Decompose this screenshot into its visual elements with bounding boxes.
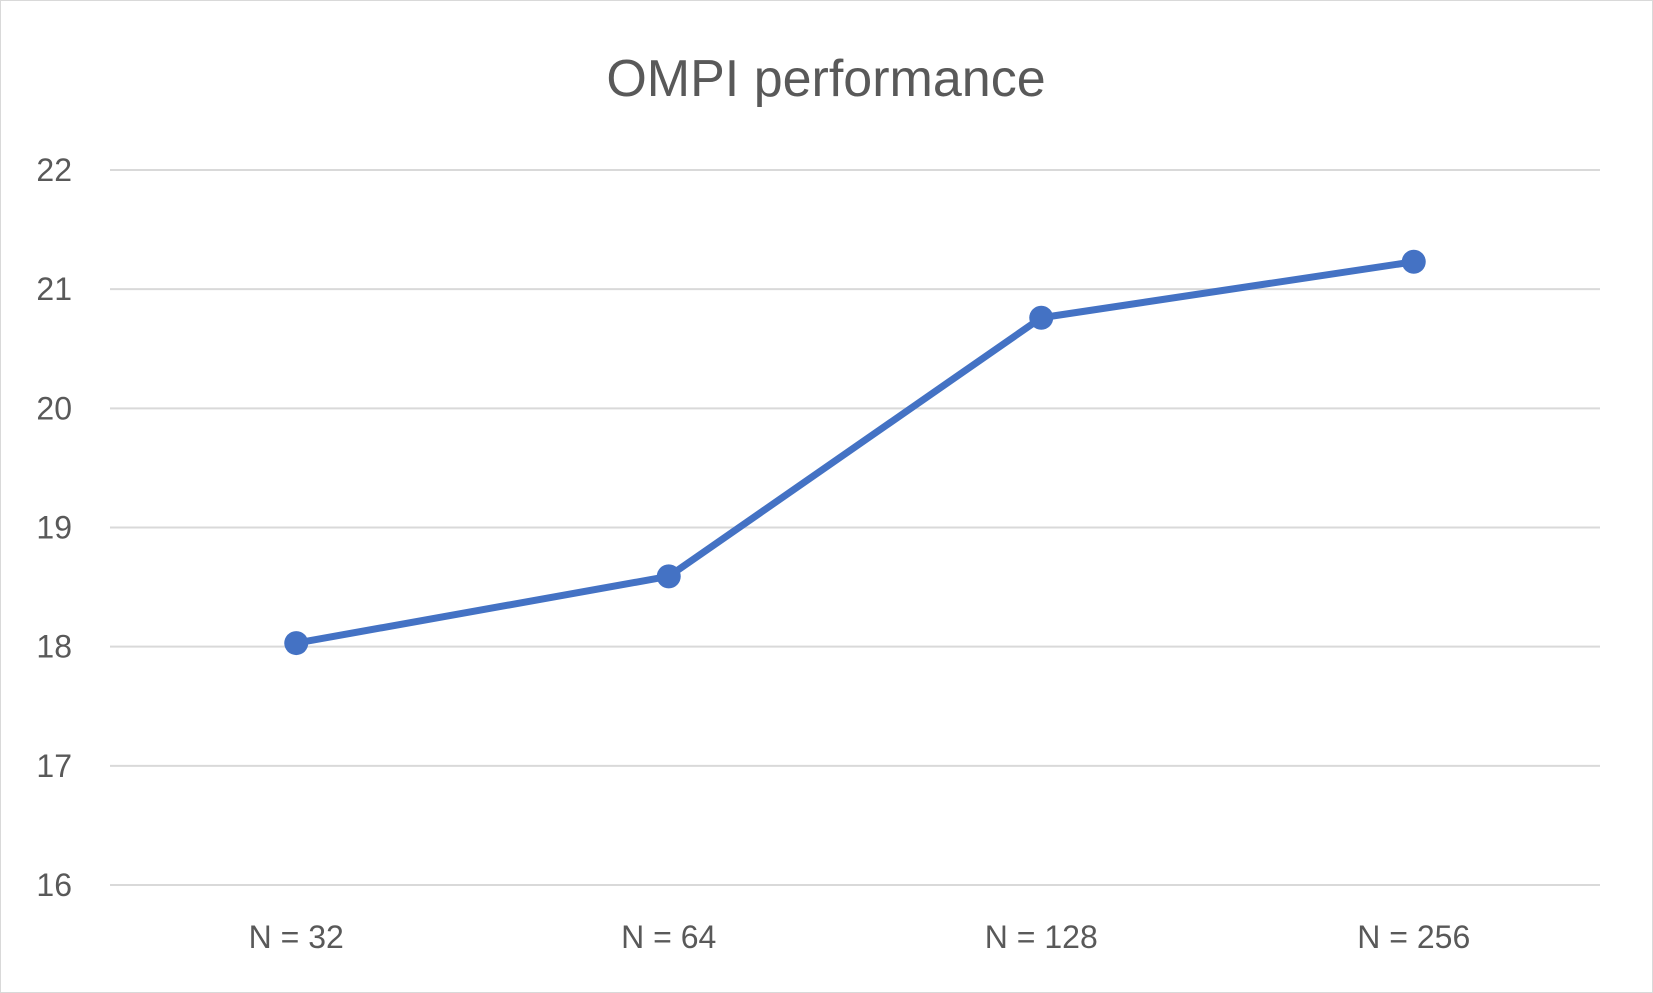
x-category-label: N = 32 [249, 919, 344, 955]
data-point-marker [284, 631, 309, 656]
data-point-marker [1029, 305, 1054, 330]
y-tick-label: 22 [36, 152, 72, 188]
series-layer [284, 249, 1426, 656]
x-category-label: N = 128 [985, 919, 1098, 955]
y-tick-label: 21 [36, 271, 72, 307]
series-line [292, 258, 1418, 647]
x-category-label: N = 64 [621, 919, 716, 955]
y-tick-label: 20 [36, 390, 72, 426]
chart-title: OMPI performance [606, 50, 1045, 108]
y-axis-ticks: 16 17 18 19 20 21 22 [36, 152, 72, 903]
y-tick-label: 17 [36, 748, 72, 784]
x-category-label: N = 256 [1357, 919, 1470, 955]
data-point-marker [1401, 249, 1426, 274]
y-tick-label: 19 [36, 510, 72, 546]
x-axis-categories: N = 32 N = 64 N = 128 N = 256 [249, 919, 1471, 955]
y-tick-label: 18 [36, 629, 72, 665]
y-tick-label: 16 [36, 867, 72, 903]
data-point-marker [656, 564, 681, 589]
gridlines [110, 169, 1600, 886]
